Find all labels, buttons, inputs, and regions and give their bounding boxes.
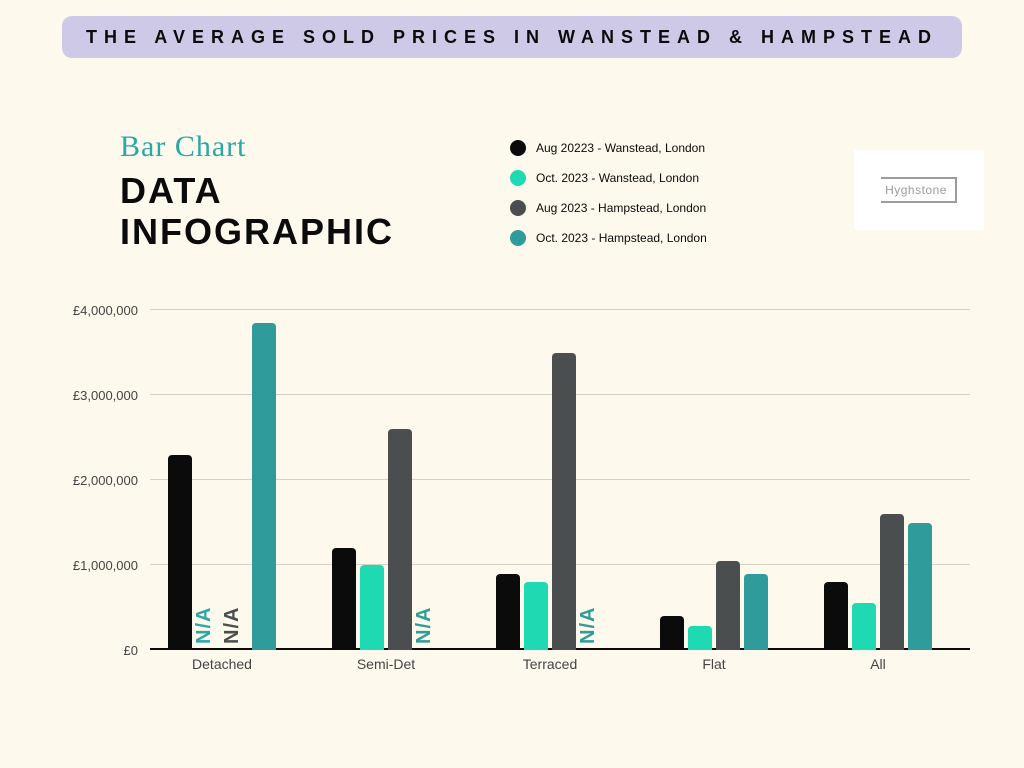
na-label: N/A (413, 607, 436, 644)
y-tick-label: £1,000,000 (73, 558, 138, 573)
y-tick-label: £4,000,000 (73, 303, 138, 318)
legend-label: Aug 20223 - Wanstead, London (536, 141, 705, 155)
chart-plot: £0£1,000,000£2,000,000£3,000,000£4,000,0… (150, 310, 970, 650)
bar (552, 353, 576, 651)
legend-label: Oct. 2023 - Wanstead, London (536, 171, 699, 185)
na-label: N/A (193, 607, 216, 644)
x-tick-label: Flat (702, 656, 725, 672)
subtitle-block: Bar Chart DATA INFOGRAPHIC (120, 130, 394, 253)
bar (716, 561, 740, 650)
legend-label: Oct. 2023 - Hampstead, London (536, 231, 707, 245)
legend-item: Aug 2023 - Hampstead, London (510, 200, 707, 216)
x-tick-label: Semi-Det (357, 656, 415, 672)
subtitle-accent: Bar Chart (120, 130, 394, 164)
bar (908, 523, 932, 651)
bar (496, 574, 520, 651)
y-tick-label: £0 (124, 643, 138, 658)
bar (824, 582, 848, 650)
legend-swatch (510, 230, 526, 246)
bar (880, 514, 904, 650)
y-tick-label: £2,000,000 (73, 473, 138, 488)
bar (660, 616, 684, 650)
legend-item: Aug 20223 - Wanstead, London (510, 140, 707, 156)
bar (168, 455, 192, 651)
legend-swatch (510, 200, 526, 216)
na-label: N/A (577, 607, 600, 644)
bar (332, 548, 356, 650)
bar (688, 626, 712, 650)
x-tick-label: All (870, 656, 886, 672)
logo-text: Hyghstone (881, 177, 957, 203)
x-tick-label: Terraced (523, 656, 577, 672)
legend-swatch (510, 170, 526, 186)
bar (744, 574, 768, 651)
legend-label: Aug 2023 - Hampstead, London (536, 201, 706, 215)
chart-area: £0 £1,000,000 £2,000,000 £3,000,000 £4,000,0… (60, 300, 980, 700)
na-label: N/A (221, 607, 244, 644)
page-title: THE AVERAGE SOLD PRICES IN WANSTEAD & HA… (86, 27, 938, 48)
legend-item: Oct. 2023 - Wanstead, London (510, 170, 707, 186)
bar (252, 323, 276, 650)
header-pill: THE AVERAGE SOLD PRICES IN WANSTEAD & HA… (62, 16, 962, 58)
y-tick-label: £3,000,000 (73, 388, 138, 403)
subtitle-main-line1: DATA (120, 170, 394, 211)
subtitle-main-line2: INFOGRAPHIC (120, 211, 394, 252)
x-tick-label: Detached (192, 656, 252, 672)
gridline (150, 309, 970, 310)
legend-item: Oct. 2023 - Hampstead, London (510, 230, 707, 246)
bar (360, 565, 384, 650)
bar (852, 603, 876, 650)
logo: Hyghstone (854, 150, 984, 230)
bar (524, 582, 548, 650)
legend-swatch (510, 140, 526, 156)
legend: Aug 20223 - Wanstead, London Oct. 2023 - … (510, 140, 707, 260)
bar (388, 429, 412, 650)
